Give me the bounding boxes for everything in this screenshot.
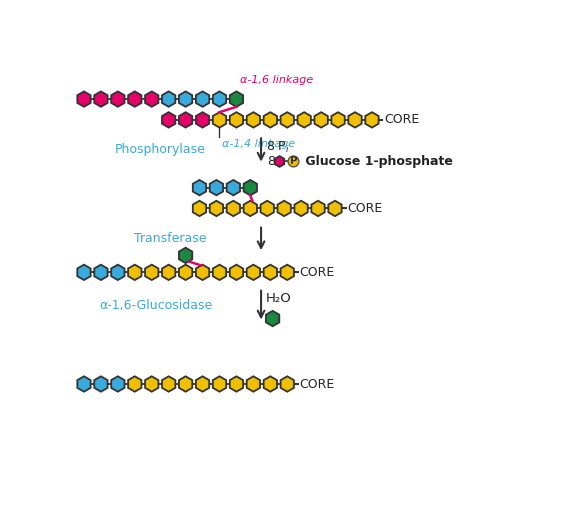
Polygon shape bbox=[111, 265, 124, 280]
Polygon shape bbox=[196, 376, 209, 392]
Polygon shape bbox=[179, 91, 193, 107]
Text: Phosphorylase: Phosphorylase bbox=[115, 143, 206, 157]
Polygon shape bbox=[227, 201, 240, 216]
Polygon shape bbox=[213, 265, 226, 280]
Polygon shape bbox=[94, 376, 107, 392]
Polygon shape bbox=[162, 376, 176, 392]
Polygon shape bbox=[247, 376, 260, 392]
Text: CORE: CORE bbox=[384, 114, 419, 126]
Polygon shape bbox=[128, 91, 141, 107]
Polygon shape bbox=[128, 376, 141, 392]
Polygon shape bbox=[145, 91, 158, 107]
Text: P: P bbox=[290, 157, 297, 167]
Text: CORE: CORE bbox=[299, 378, 335, 390]
Polygon shape bbox=[266, 311, 279, 326]
Text: Transferase: Transferase bbox=[134, 232, 207, 245]
Polygon shape bbox=[230, 112, 243, 128]
Polygon shape bbox=[210, 201, 223, 216]
Polygon shape bbox=[77, 376, 91, 392]
Polygon shape bbox=[213, 112, 226, 128]
Polygon shape bbox=[247, 265, 260, 280]
Polygon shape bbox=[230, 91, 243, 107]
Polygon shape bbox=[348, 112, 362, 128]
Polygon shape bbox=[213, 91, 226, 107]
Polygon shape bbox=[128, 265, 141, 280]
Polygon shape bbox=[244, 201, 257, 216]
Text: α-1,4 linkage: α-1,4 linkage bbox=[222, 139, 295, 149]
Text: α-1,6 linkage: α-1,6 linkage bbox=[240, 75, 314, 85]
Polygon shape bbox=[196, 91, 209, 107]
Polygon shape bbox=[162, 112, 176, 128]
Polygon shape bbox=[196, 265, 209, 280]
Text: 8 P$_i$: 8 P$_i$ bbox=[266, 140, 290, 155]
Polygon shape bbox=[315, 112, 328, 128]
Polygon shape bbox=[264, 265, 277, 280]
Polygon shape bbox=[94, 265, 107, 280]
Polygon shape bbox=[179, 248, 193, 263]
Polygon shape bbox=[261, 201, 274, 216]
Circle shape bbox=[288, 156, 299, 167]
Text: CORE: CORE bbox=[299, 266, 335, 279]
Polygon shape bbox=[281, 112, 294, 128]
Polygon shape bbox=[365, 112, 379, 128]
Polygon shape bbox=[264, 376, 277, 392]
Polygon shape bbox=[294, 201, 308, 216]
Polygon shape bbox=[328, 201, 342, 216]
Polygon shape bbox=[94, 91, 107, 107]
Polygon shape bbox=[145, 376, 158, 392]
Polygon shape bbox=[193, 201, 206, 216]
Polygon shape bbox=[227, 180, 240, 195]
Polygon shape bbox=[111, 376, 124, 392]
Polygon shape bbox=[179, 265, 193, 280]
Text: H₂O: H₂O bbox=[266, 292, 291, 306]
Polygon shape bbox=[247, 112, 260, 128]
Polygon shape bbox=[230, 265, 243, 280]
Polygon shape bbox=[210, 180, 223, 195]
Polygon shape bbox=[179, 112, 193, 128]
Polygon shape bbox=[244, 180, 257, 195]
Polygon shape bbox=[196, 112, 209, 128]
Polygon shape bbox=[162, 265, 176, 280]
Polygon shape bbox=[278, 201, 291, 216]
Polygon shape bbox=[275, 156, 284, 167]
Polygon shape bbox=[111, 91, 124, 107]
Polygon shape bbox=[213, 376, 226, 392]
Text: CORE: CORE bbox=[347, 202, 382, 215]
Polygon shape bbox=[162, 91, 176, 107]
Text: α-1,6-Glucosidase: α-1,6-Glucosidase bbox=[99, 298, 212, 312]
Text: Glucose 1-phosphate: Glucose 1-phosphate bbox=[301, 155, 453, 168]
Polygon shape bbox=[193, 180, 206, 195]
Polygon shape bbox=[230, 376, 243, 392]
Polygon shape bbox=[77, 265, 91, 280]
Polygon shape bbox=[179, 376, 193, 392]
Polygon shape bbox=[264, 112, 277, 128]
Polygon shape bbox=[77, 91, 91, 107]
Polygon shape bbox=[281, 265, 294, 280]
Polygon shape bbox=[298, 112, 311, 128]
Text: 8: 8 bbox=[267, 155, 275, 168]
Polygon shape bbox=[311, 201, 325, 216]
Polygon shape bbox=[145, 265, 158, 280]
Polygon shape bbox=[331, 112, 345, 128]
Polygon shape bbox=[281, 376, 294, 392]
